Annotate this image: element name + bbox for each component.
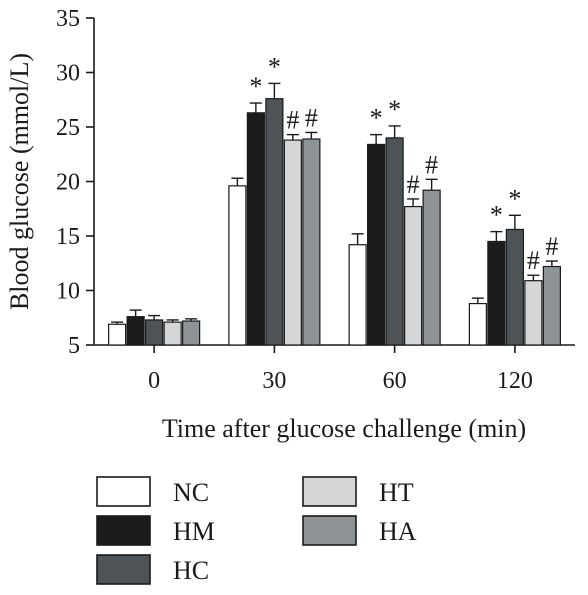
x-ticks: 0 30 60 120: [148, 345, 533, 394]
x-axis-label: Time after glucose challenge (min): [162, 414, 526, 443]
bar-hc-120: [505, 228, 524, 346]
significance-marker: #: [286, 106, 299, 135]
bar-ht-120: [524, 280, 543, 346]
significance-marker: #: [305, 103, 318, 132]
bar-hm-0: [126, 316, 145, 346]
x-tick-label: 60: [383, 368, 407, 394]
legend-label-ha: HA: [379, 517, 417, 546]
legend-label-nc: NC: [173, 478, 209, 507]
significance-marker: *: [268, 52, 281, 81]
bar-nc-30: [228, 185, 247, 346]
bar-hc-0: [145, 319, 164, 346]
legend-label-ht: HT: [379, 478, 414, 507]
bar-nc-0: [108, 323, 127, 346]
bar-hm-120: [487, 240, 506, 346]
significance-marker: *: [490, 201, 503, 230]
y-tick-label: 30: [56, 61, 80, 87]
x-tick-label: 120: [497, 368, 533, 394]
bar-ha-0: [182, 320, 201, 346]
significance-marker: #: [407, 170, 420, 199]
legend-label-hc: HC: [173, 556, 209, 585]
y-axis-label: Blood glucose (mmol/L): [5, 53, 34, 310]
y-tick-label: 5: [68, 333, 80, 359]
y-ticks: 5 10 15 20 25 30 35: [56, 6, 94, 359]
bar-ha-30: [302, 138, 321, 346]
bar-hc-30: [265, 98, 284, 346]
legend-swatch-hm: [96, 515, 151, 546]
bar-hm-30: [246, 112, 265, 346]
legend-swatch-ha: [302, 515, 357, 546]
bar-ha-60: [422, 189, 441, 346]
legend-swatch-hc: [96, 554, 151, 585]
y-tick-label: 20: [56, 170, 80, 196]
x-tick-label: 30: [262, 368, 286, 394]
legend: NC HM HC HT HA: [96, 476, 417, 585]
significance-marker: #: [527, 246, 540, 275]
bar-nc-60: [348, 244, 367, 346]
x-tick-label: 0: [148, 368, 160, 394]
significance-marker: *: [370, 104, 383, 133]
bar-hm-60: [367, 143, 386, 346]
significance-marker: #: [425, 150, 438, 179]
bar-ha-120: [542, 265, 561, 346]
bar-ht-0: [163, 321, 182, 346]
significance-marker: #: [545, 232, 558, 261]
y-tick-label: 25: [56, 115, 80, 141]
significance-marker: *: [508, 184, 521, 213]
bar-ht-60: [404, 205, 423, 346]
legend-label-hm: HM: [173, 517, 215, 546]
bar-hc-60: [385, 137, 404, 346]
significance-marker: *: [249, 72, 262, 101]
y-tick-label: 35: [56, 6, 80, 32]
y-tick-label: 15: [56, 224, 80, 250]
y-tick-label: 10: [56, 279, 80, 305]
bar-ht-30: [283, 139, 302, 346]
legend-swatch-ht: [302, 476, 357, 507]
bar-nc-120: [468, 302, 487, 346]
legend-swatch-nc: [96, 476, 151, 507]
bars: **# # * *##**# #: [108, 52, 561, 346]
significance-marker: *: [388, 95, 401, 124]
